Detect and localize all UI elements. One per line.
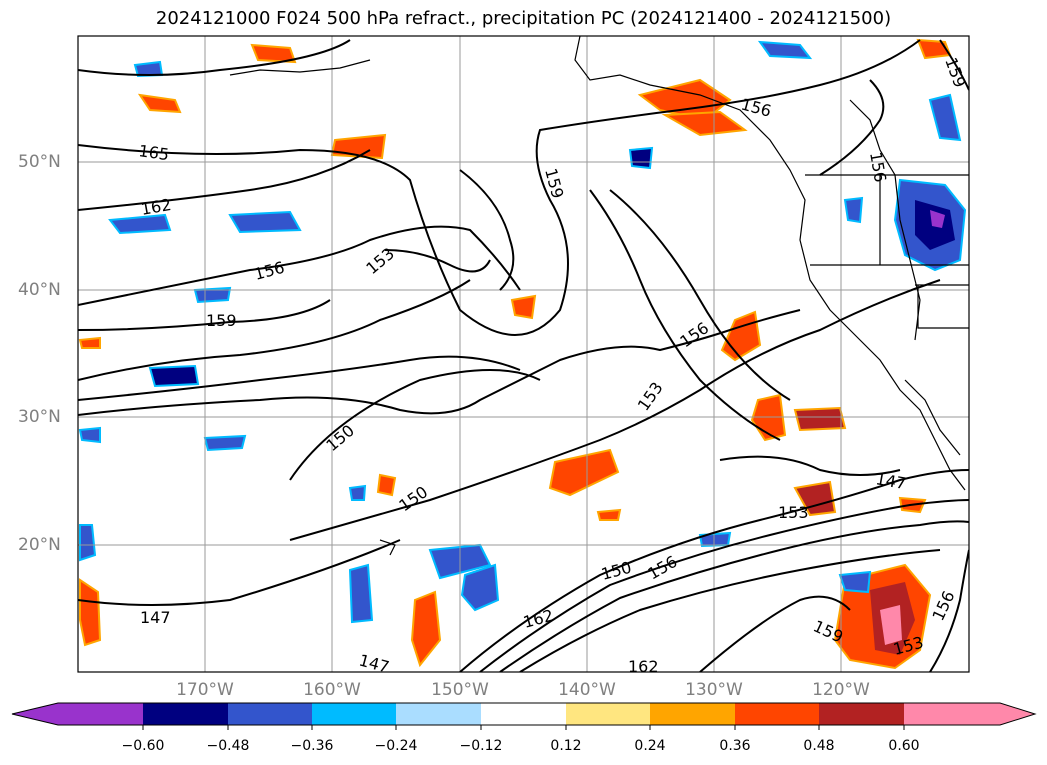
colorbar-tick: −0.24: [374, 738, 418, 754]
lat-label-20n: 20°N: [18, 535, 61, 555]
precip-area: [193, 286, 232, 304]
lon-label-120w: 120°W: [812, 680, 870, 700]
colorbar-segment: [12, 703, 143, 725]
precip-area: [376, 473, 397, 497]
colorbar-segment: [143, 703, 228, 725]
lon-label-140w: 140°W: [558, 680, 616, 700]
precip-area: [348, 484, 367, 501]
lat-label-50n: 50°N: [18, 152, 61, 172]
colorbar-tick: 0.36: [719, 738, 751, 754]
contour-label: 147: [357, 651, 391, 677]
refractivity-contours: [78, 39, 969, 672]
precip-area: [637, 78, 732, 122]
map-title: 2024121000 F024 500 hPa refract., precip…: [155, 8, 892, 29]
colorbar-segment: [312, 703, 396, 725]
colorbar-segment: [904, 703, 1035, 725]
precip-area: [79, 578, 102, 647]
precip-area: [596, 508, 622, 521]
colorbar-tick: −0.60: [121, 738, 165, 754]
colorbar: [11, 702, 1037, 730]
lon-label-150w: 150°W: [431, 680, 489, 700]
precip-area: [148, 364, 200, 388]
lat-label-30n: 30°N: [18, 407, 61, 427]
precip-area: [838, 570, 872, 594]
precip-area: [108, 213, 172, 235]
precip-area: [79, 524, 97, 562]
colorbar-segment: [481, 703, 566, 725]
colorbar-segment: [650, 703, 735, 725]
precip-area: [793, 406, 847, 432]
colorbar-segment: [819, 703, 904, 725]
colorbar-tick: 0.12: [550, 738, 582, 754]
contour-label: 153: [778, 503, 809, 522]
colorbar-segment: [396, 703, 481, 725]
contour-label: 165: [137, 141, 170, 164]
precip-area: [928, 93, 962, 142]
precip-area: [880, 605, 902, 645]
precip-area: [548, 448, 620, 497]
lon-label-130w: 130°W: [685, 680, 743, 700]
precip-area: [661, 110, 748, 137]
precip-positive-areas: [78, 38, 952, 670]
lat-label-40n: 40°N: [18, 280, 61, 300]
precip-area: [78, 426, 101, 444]
precip-area: [510, 294, 537, 320]
precip-area: [228, 210, 302, 234]
graticule: [78, 36, 969, 672]
precip-area: [757, 40, 813, 60]
plot-area: [78, 36, 969, 672]
colorbar-tick: −0.36: [290, 738, 334, 754]
contour-label: 159: [206, 311, 237, 330]
lon-label-170w: 170°W: [176, 680, 234, 700]
contour-label: 147: [140, 608, 171, 627]
colorbar-segment: [566, 703, 650, 725]
colorbar-tick: −0.12: [459, 738, 503, 754]
contour-label: 162: [628, 657, 659, 676]
colorbar-segment: [735, 703, 819, 725]
lon-label-160w: 160°W: [303, 680, 361, 700]
precip-negative-areas: [78, 40, 967, 624]
precip-area: [250, 43, 297, 64]
plot-frame: [77, 35, 970, 673]
precip-area: [628, 146, 654, 170]
precip-area: [843, 196, 864, 224]
precip-area: [793, 480, 837, 517]
precip-area: [930, 210, 945, 228]
precip-area: [78, 336, 101, 349]
precip-area: [460, 563, 500, 612]
precip-area: [410, 590, 442, 668]
map-plot: 165 162 156 159 153 159 156 156 153 150 …: [77, 35, 970, 677]
colorbar-segment: [228, 703, 312, 725]
precip-area: [203, 434, 247, 452]
precip-area: [137, 93, 182, 114]
colorbar-tick: 0.48: [803, 738, 835, 754]
colorbar-tick: −0.48: [206, 738, 250, 754]
colorbar-tick: 0.24: [634, 738, 666, 754]
precip-area: [348, 563, 374, 624]
colorbar-tick: 0.60: [888, 738, 920, 754]
